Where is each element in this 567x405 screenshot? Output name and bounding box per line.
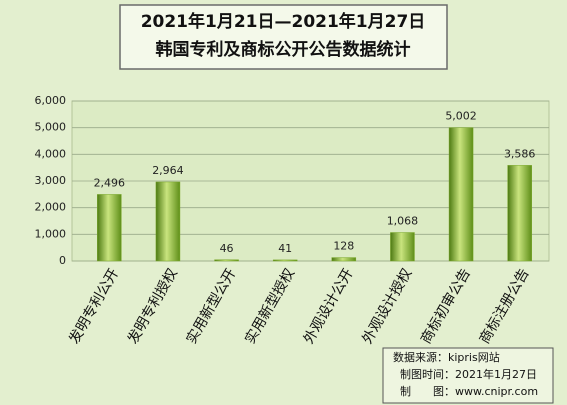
source-line: 数据来源：kipris网站 bbox=[393, 350, 500, 364]
bar bbox=[272, 259, 298, 262]
y-tick-label: 4,000 bbox=[35, 147, 67, 160]
bar bbox=[390, 232, 415, 262]
value-label: 46 bbox=[220, 242, 234, 255]
value-label: 1,068 bbox=[387, 215, 419, 228]
value-label: 2,964 bbox=[152, 164, 184, 177]
bar bbox=[214, 259, 239, 262]
value-label: 3,586 bbox=[504, 147, 536, 160]
bar bbox=[97, 194, 122, 262]
title-box bbox=[119, 4, 448, 70]
source-box bbox=[382, 347, 554, 404]
value-label: 2,496 bbox=[94, 176, 126, 189]
value-label: 41 bbox=[278, 242, 292, 255]
bar bbox=[155, 181, 181, 262]
source-line: 制 图：www.cnipr.com bbox=[400, 385, 538, 398]
bar bbox=[507, 165, 532, 262]
y-tick-label: 0 bbox=[59, 254, 66, 267]
chart-title: 2021年1月21日—2021年1月27日 bbox=[141, 11, 426, 32]
y-tick-label: 6,000 bbox=[35, 94, 67, 107]
source-line: 制图时间：2021年1月27日 bbox=[400, 367, 537, 381]
y-tick-label: 2,000 bbox=[35, 201, 67, 214]
chart-title: 韩国专利及商标公开公告数据统计 bbox=[156, 39, 411, 60]
y-tick-label: 5,000 bbox=[35, 121, 67, 134]
y-tick-label: 1,000 bbox=[35, 227, 67, 240]
y-tick-label: 3,000 bbox=[35, 174, 67, 187]
bar bbox=[331, 257, 357, 262]
bar bbox=[448, 127, 474, 262]
value-label: 5,002 bbox=[445, 110, 477, 123]
value-label: 128 bbox=[333, 240, 354, 253]
